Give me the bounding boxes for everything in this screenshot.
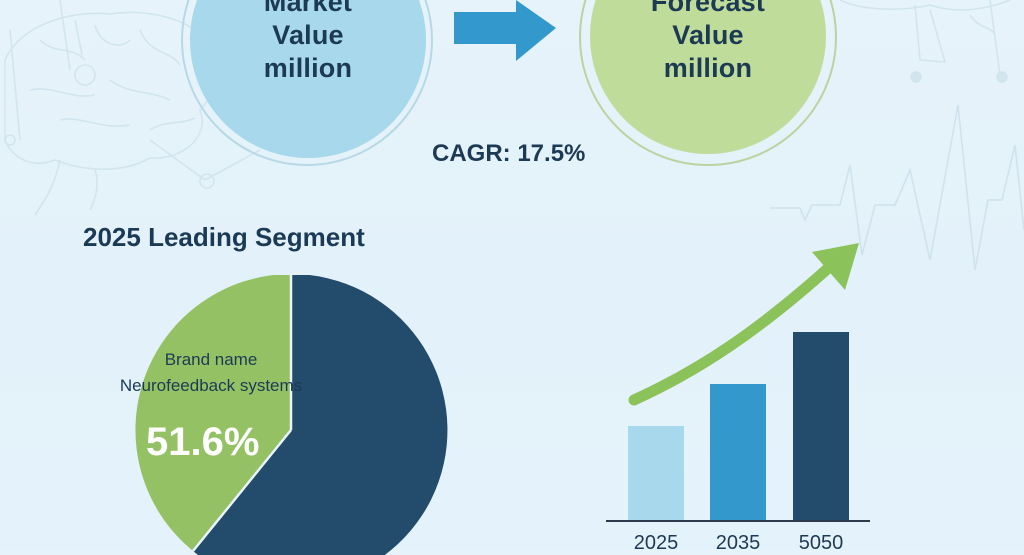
bar-2025 [628,426,684,521]
pie-label-line-2: Neurofeedback systems [119,376,303,395]
pie-percentage: 51.6% [146,420,260,464]
trend-up-arrow-icon [628,243,859,406]
forecast-value-text: Forecast Value million [590,0,826,85]
brain-outline-right-icon [839,0,1011,83]
bar-chart-axis [606,520,870,522]
bar-label-2035: 2035 [715,532,761,554]
forecast-value-line-3: million [663,53,753,83]
segment-pie-chart [135,275,448,555]
pie-slice-other [193,275,448,555]
pie-slice-neurofeedback [135,275,291,551]
pulse-line [770,104,1024,271]
pie-label: Brand name Neurofeedback systems [70,347,352,399]
section-title: 2025 Leading Segment [83,222,365,252]
right-arrow-icon [454,0,556,61]
bar-label-2025: 2025 [633,532,679,554]
current-value-line-2: Value [272,20,344,50]
forecast-value-line-2: Value [672,20,744,50]
current-value-line-1: Market [263,0,353,17]
forecast-value-line-1: Forecast [650,0,766,17]
current-value-text: Market Value million [190,0,426,85]
bar-5050 [793,332,849,521]
bar-label-5050: 5050 [798,532,844,554]
cagr-label: CAGR: 17.5% [432,140,586,167]
current-value-line-3: million [263,53,353,83]
brain-outline-icon [4,0,261,216]
bar-2035 [710,384,766,521]
pie-label-line-1: Brand name [164,350,258,369]
